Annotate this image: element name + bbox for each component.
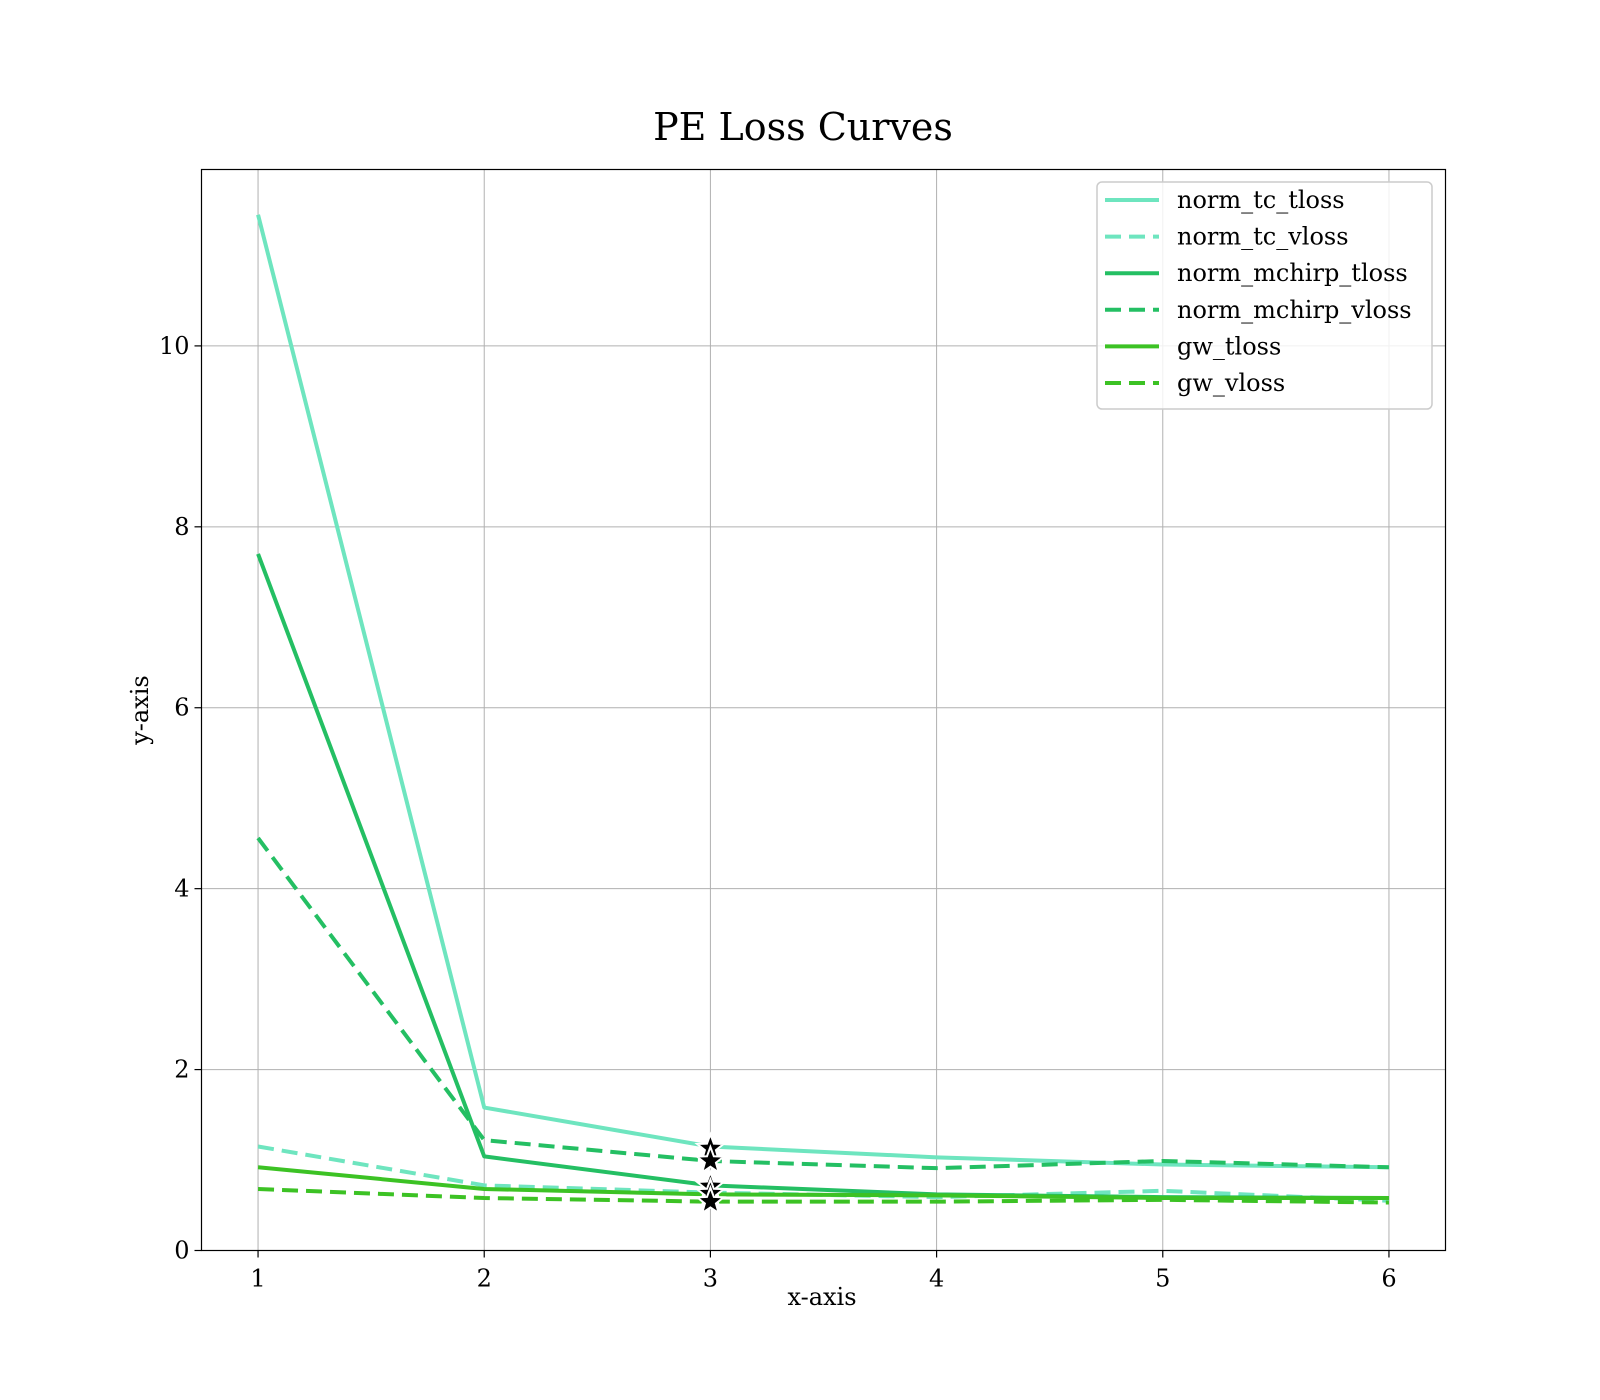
x-tick-label: 1 — [250, 1265, 265, 1293]
series-line-gw-tloss — [257, 1165, 1389, 1201]
series-line-gw-vloss — [257, 1186, 1389, 1205]
grid — [201, 169, 1446, 1251]
legend-box — [1096, 181, 1433, 410]
y-tick-label: 8 — [174, 513, 189, 541]
y-tick-label: 2 — [174, 1056, 189, 1084]
x-tick-label: 6 — [1381, 1265, 1396, 1293]
x-tick-label: 5 — [1155, 1265, 1170, 1293]
y-tick-label: 6 — [174, 694, 189, 722]
y-tick-label: 4 — [174, 875, 189, 903]
star-markers — [694, 1131, 727, 1216]
legend-label: norm_mchirp_vloss — [1177, 296, 1412, 324]
y-tick-label: 0 — [174, 1237, 189, 1265]
plot-frame — [200, 168, 1447, 1252]
x-tick-label: 2 — [477, 1265, 492, 1293]
x-axis-label: x-axis — [787, 1283, 856, 1311]
x-tick-label: 4 — [929, 1265, 944, 1293]
legend-label: gw_tloss — [1177, 332, 1281, 360]
legend: norm_tc_tloss norm_tc_vloss norm_mchirp_tl… — [1096, 181, 1433, 410]
series-line-norm-mchirp-vloss — [256, 836, 1390, 1171]
star-marker — [694, 1184, 727, 1216]
legend-label: norm_tc_vloss — [1177, 223, 1349, 251]
series-line-norm-tc-vloss — [257, 1144, 1390, 1203]
star-marker — [694, 1144, 727, 1175]
x-tick-label: 3 — [703, 1265, 718, 1293]
series-line-norm-tc-tloss — [256, 214, 1389, 1170]
y-axis-label: y-axis — [126, 675, 154, 746]
axis-ticks: 1 2 3 4 5 6 0 2 4 6 8 10 — [159, 332, 1397, 1293]
chart-title: PE Loss Curves — [653, 105, 953, 149]
y-tick-label: 10 — [159, 332, 190, 360]
series-lines — [256, 214, 1390, 1205]
legend-label: gw_vloss — [1177, 369, 1285, 397]
legend-label: norm_mchirp_tloss — [1177, 259, 1408, 287]
legend-label: norm_tc_tloss — [1177, 186, 1345, 214]
